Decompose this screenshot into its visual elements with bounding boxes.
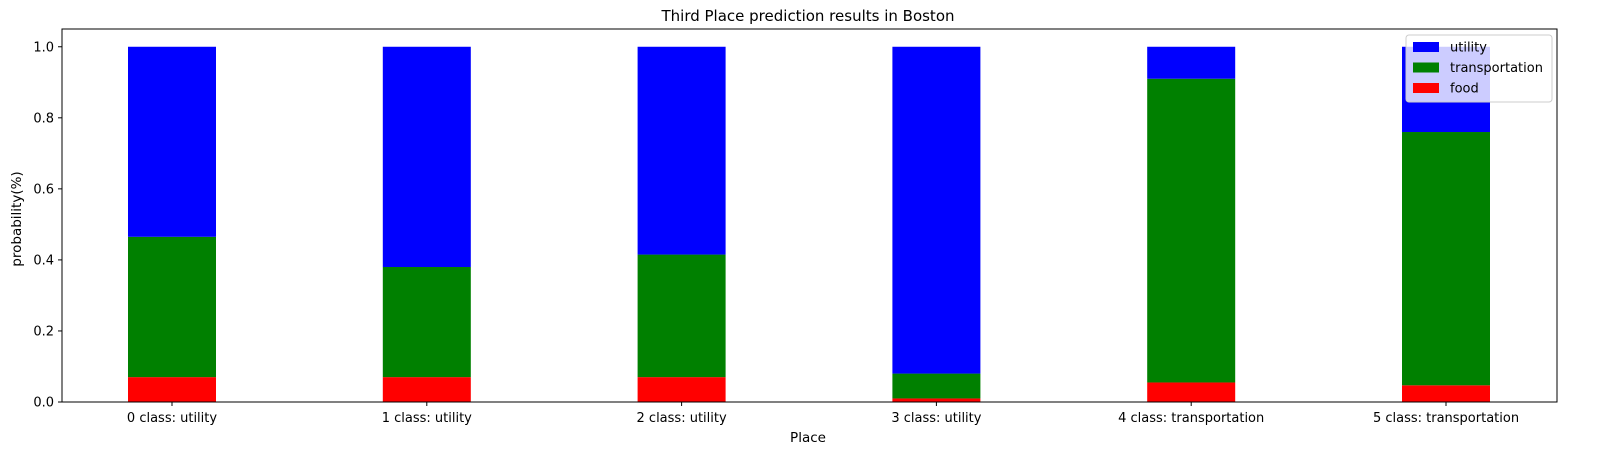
bar-utility-0 bbox=[128, 46, 216, 237]
bar-transportation-1 bbox=[382, 267, 471, 378]
bar-utility-4 bbox=[1147, 46, 1236, 79]
legend-swatch-food bbox=[1413, 83, 1439, 93]
bar-transportation-0 bbox=[128, 236, 216, 378]
bar-utility-1 bbox=[382, 46, 471, 268]
axes-layer: 0.0 0.2 0.4 0.6 0.8 1.0 0 class: utility 1 clas… bbox=[33, 28, 1558, 426]
x-tick-label: 1 class: utility bbox=[382, 411, 472, 426]
y-tick-label: 1.0 bbox=[33, 40, 54, 55]
x-axis-title: Place bbox=[790, 430, 826, 446]
y-axis-title: probability(%) bbox=[9, 171, 25, 266]
legend-label-transportation: transportation bbox=[1450, 61, 1543, 76]
legend-label-utility: utility bbox=[1450, 41, 1487, 56]
bar-transportation-2 bbox=[637, 254, 726, 378]
legend-box bbox=[1405, 34, 1553, 103]
chart-title: Third Place prediction results in Boston bbox=[660, 7, 954, 25]
bar-transportation-3 bbox=[892, 373, 981, 399]
y-tick-label: 0.4 bbox=[33, 253, 54, 268]
y-tick-label: 0.8 bbox=[33, 111, 54, 126]
bar-food-5 bbox=[1402, 385, 1490, 402]
legend-label-food: food bbox=[1450, 82, 1479, 97]
bar-food-1 bbox=[382, 377, 471, 402]
legend-swatch-utility bbox=[1413, 42, 1439, 52]
x-tick-label: 0 class: utility bbox=[127, 411, 217, 426]
legend-swatch-transportation bbox=[1413, 62, 1439, 73]
legend: utility transportation food bbox=[1405, 34, 1553, 103]
bar-food-0 bbox=[128, 377, 216, 402]
bar-food-4 bbox=[1147, 382, 1236, 402]
bars-layer bbox=[128, 46, 1490, 402]
plot-frame bbox=[61, 28, 1558, 403]
x-tick-label: 4 class: transportation bbox=[1118, 411, 1264, 426]
y-tick-label: 0.2 bbox=[33, 324, 54, 339]
x-tick-label: 3 class: utility bbox=[891, 411, 981, 426]
x-tick-label: 5 class: transportation bbox=[1373, 411, 1519, 426]
bar-transportation-4 bbox=[1147, 78, 1236, 383]
y-tick-label: 0.0 bbox=[33, 396, 54, 411]
y-tick-label: 0.6 bbox=[33, 182, 54, 197]
bar-utility-2 bbox=[637, 46, 726, 255]
bar-food-2 bbox=[637, 377, 726, 402]
bar-food-3 bbox=[892, 398, 981, 402]
bar-transportation-5 bbox=[1402, 132, 1490, 386]
x-tick-label: 2 class: utility bbox=[637, 411, 727, 426]
bar-utility-3 bbox=[892, 46, 981, 374]
